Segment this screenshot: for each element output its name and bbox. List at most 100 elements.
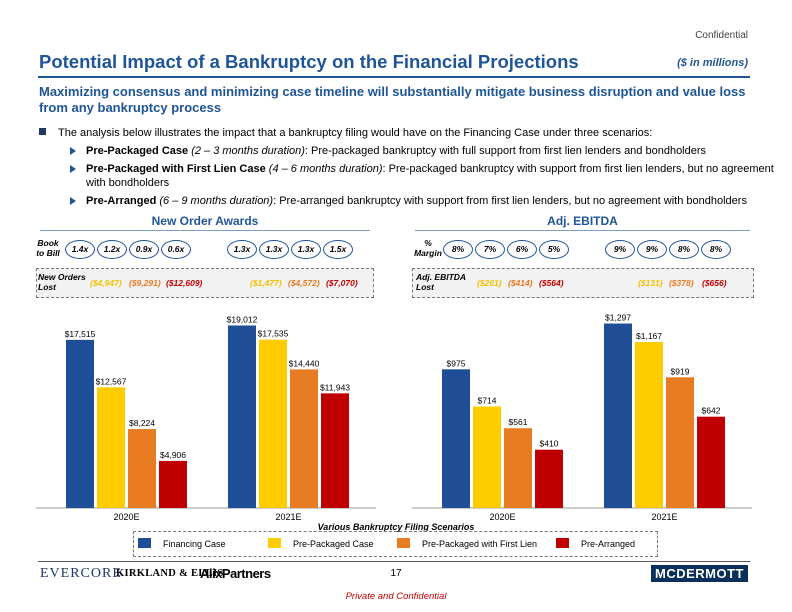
book-to-bill-value: 0.6x [161,240,191,259]
orders-bar-prepackaged [259,339,287,508]
page-number: 17 [390,568,402,579]
ebitda-category-label: 2020E [489,512,515,522]
orders-lost-value: ($4,947) [90,278,122,288]
ebitda-bar-financing [604,323,632,508]
legend-swatch [268,538,281,548]
ebitda-category-label: 2021E [651,512,677,522]
new-orders-rule [40,230,370,231]
confidential-label: Confidential [695,30,748,41]
book-to-bill-value: 1.5x [323,240,353,259]
kirkland-logo: KIRKLAND & ELLIS [116,568,224,579]
legend-swatch [138,538,151,548]
legend-title: Various Bankruptcy Filing Scenarios [317,522,475,532]
orders-bar-prearranged [159,460,187,508]
ebitda-data-label: $561 [509,417,528,427]
orders-bar-financing [228,325,256,508]
ebitda-bar-prearranged [697,416,725,508]
evercore-logo: EVERCORE [40,566,122,581]
book-to-bill-value: 1.3x [259,240,289,259]
orders-lost-value: ($1,477) [250,278,282,288]
ebitda-bar-financing [442,369,470,508]
ebitda-data-label: $1,167 [636,331,662,341]
alixpartners-logo: AlixPartners [200,566,271,581]
ebitda-bar-prepackaged-fl [504,428,532,508]
orders-data-label: $17,535 [258,329,289,339]
scenario-bullet: Pre-Arranged (6 – 9 months duration): Pr… [70,194,776,208]
new-orders-lost-label: New Orders Lost [38,272,86,292]
orders-lost-value: ($4,572) [288,278,320,288]
orders-data-label: $11,943 [320,382,350,392]
scenario-name: Pre-Packaged Case [86,145,189,157]
ebitda-lost-label: Adj. EBITDA Lost [416,272,466,292]
orders-bar-prearranged [321,393,349,508]
scenario-text: : Pre-packaged bankruptcy with full supp… [304,145,707,157]
scenario-duration: (6 – 9 months duration) [159,195,274,207]
margin-value: 5% [539,240,569,259]
ebitda-bar-prepackaged-fl [666,377,694,508]
scenario-name: Pre-Packaged with First Lien Case [86,163,266,175]
orders-lost-value: ($7,070) [326,278,358,288]
legend-item-prepackaged: Pre-Packaged Case [268,538,374,549]
book-to-bill-value: 1.3x [227,240,257,259]
book-to-bill-value: 1.2x [97,240,127,259]
ebitda-data-label: $642 [702,406,721,416]
new-orders-lost-box [36,268,374,298]
square-bullet-icon [39,128,46,135]
margin-value: 8% [701,240,731,259]
scenario-text: : Pre-packaged bankruptcy with support f… [86,163,774,189]
orders-data-label: $12,567 [96,376,127,386]
legend-item-prearranged: Pre-Arranged [556,538,635,549]
margin-value: 8% [669,240,699,259]
ebitda-lost-value: ($131) [638,278,663,288]
legend-label: Financing Case [163,539,226,549]
orders-bar-prepackaged-fl [290,369,318,508]
orders-bar-prepackaged [97,387,125,508]
book-to-bill-value: 1.3x [291,240,321,259]
orders-category-label: 2021E [275,512,301,522]
ebitda-rule [415,230,750,231]
book-to-bill-label: Book to Bill [36,238,60,258]
ebitda-lost-value: ($564) [539,278,564,288]
ebitda-data-label: $1,297 [605,313,631,323]
ebitda-lost-value: ($414) [508,278,533,288]
orders-data-label: $14,440 [289,358,320,368]
legend-swatch [397,538,410,548]
title-divider [38,76,750,78]
legend-item-prepackaged-fl: Pre-Packaged with First Lien [397,538,537,549]
ebitda-bar-prepackaged [473,406,501,508]
scenario-bullet: Pre-Packaged with First Lien Case (4 – 6… [70,162,776,190]
legend-label: Pre-Packaged Case [293,539,374,549]
private-confidential-label: Private and Confidential [345,591,447,602]
orders-category-label: 2020E [113,512,139,522]
ebitda-title: Adj. EBITDA [547,214,618,228]
orders-data-label: $4,906 [160,450,186,460]
legend-item-financing: Financing Case [138,538,226,549]
ebitda-data-label: $714 [478,395,497,405]
intro-text: The analysis below illustrates the impac… [58,127,653,139]
orders-data-label: $19,012 [227,314,258,324]
triangle-bullet-icon [70,165,76,173]
margin-label: % Margin [414,238,442,258]
orders-data-label: $8,224 [129,418,155,428]
ebitda-data-label: $410 [540,439,559,449]
orders-data-label: $17,515 [65,329,96,339]
footer-divider [38,561,750,562]
orders-lost-value: ($9,291) [129,278,161,288]
intro-bullet: The analysis below illustrates the impac… [39,126,759,140]
margin-value: 7% [475,240,505,259]
legend-label: Pre-Arranged [581,539,636,549]
triangle-bullet-icon [70,147,76,155]
margin-value: 9% [637,240,667,259]
legend-label: Pre-Packaged with First Lien [422,539,538,549]
margin-value: 6% [507,240,537,259]
new-orders-chart: $17,515 $19,012 $12,567 $17,535 $8,224 $14,44… [36,314,376,522]
margin-value: 8% [443,240,473,259]
orders-bar-prepackaged-fl [128,429,156,508]
legend-swatch [556,538,569,548]
ebitda-lost-box [412,268,754,298]
ebitda-bar-prepackaged [635,342,663,508]
legend-box [133,531,658,557]
units-note: ($ in millions) [677,57,748,69]
scenario-name: Pre-Arranged [86,195,157,207]
orders-lost-value: ($12,609) [166,278,203,288]
